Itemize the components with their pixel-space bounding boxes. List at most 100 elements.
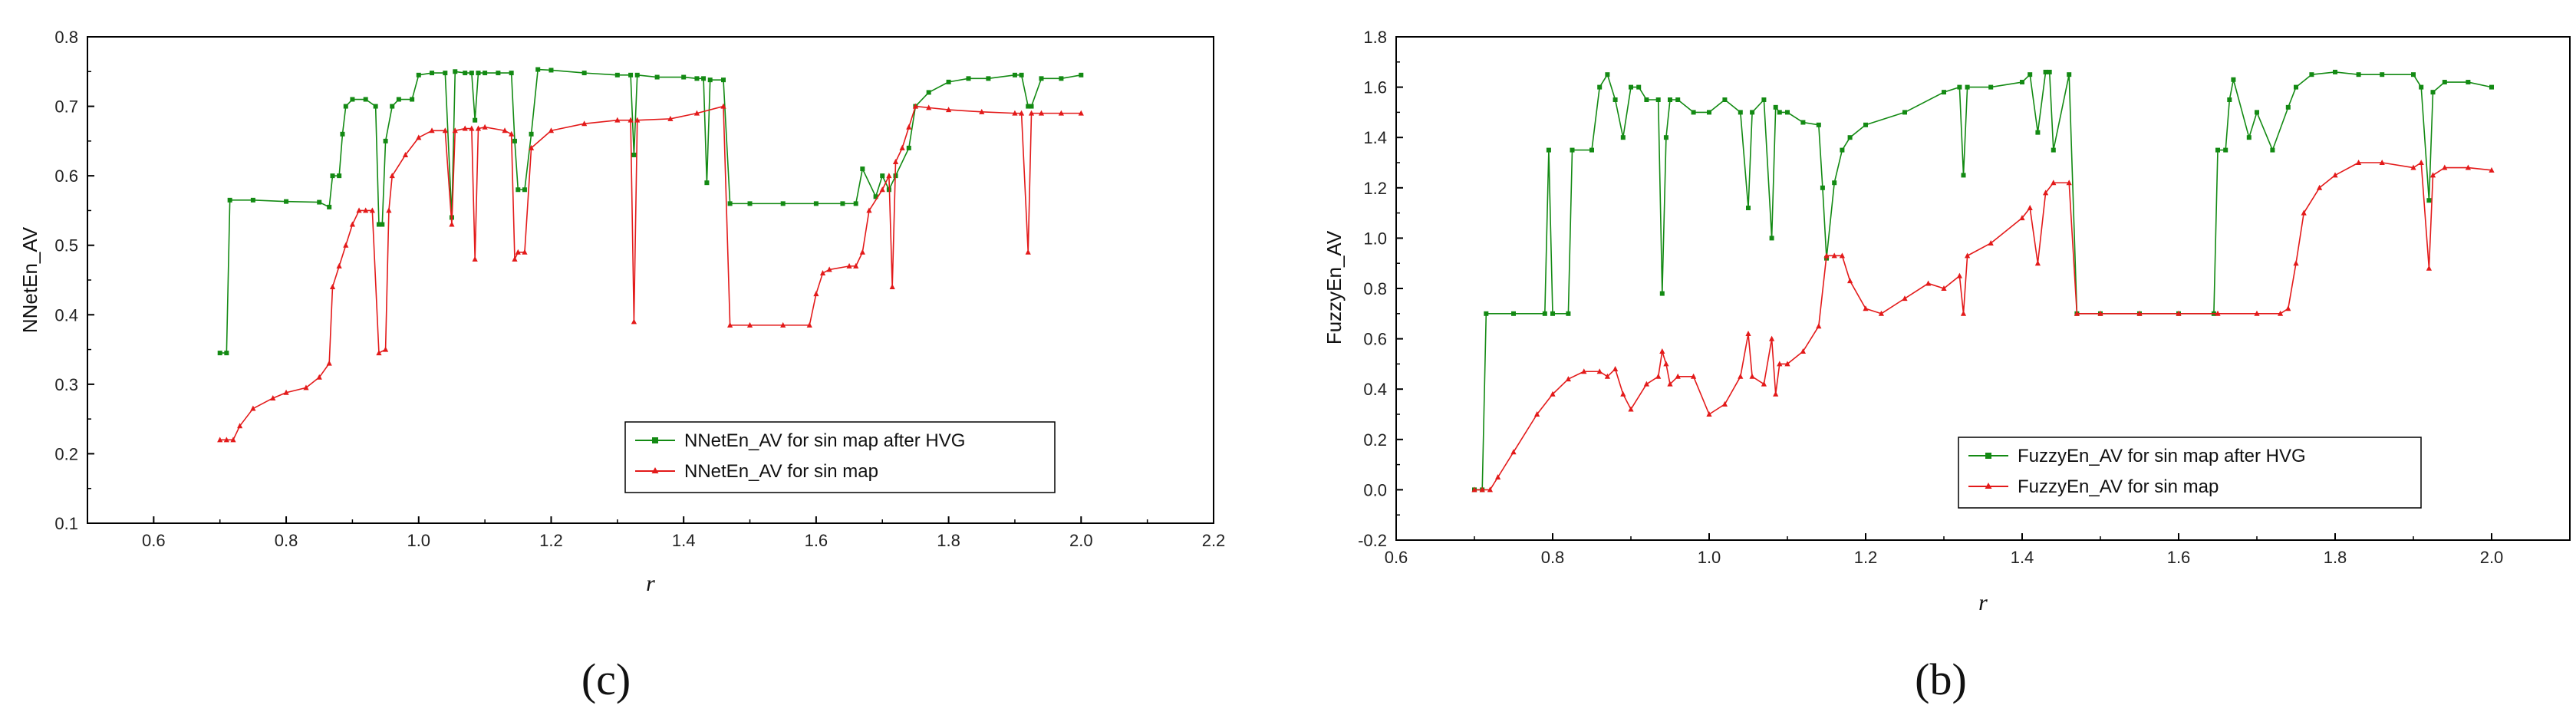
data-point bbox=[2246, 135, 2252, 140]
data-point bbox=[813, 291, 819, 297]
data-point bbox=[1941, 285, 1947, 291]
x-tick-label: 2.2 bbox=[1202, 531, 1226, 550]
data-point bbox=[2051, 180, 2057, 186]
data-point bbox=[1605, 72, 1610, 77]
data-point bbox=[1820, 185, 1825, 190]
data-point bbox=[1597, 84, 1603, 90]
data-point bbox=[1863, 305, 1869, 311]
data-point bbox=[886, 173, 892, 179]
data-point bbox=[2410, 164, 2416, 170]
data-point bbox=[1589, 147, 1594, 153]
data-point bbox=[453, 69, 458, 74]
data-point bbox=[509, 130, 515, 137]
data-point bbox=[1777, 361, 1783, 367]
data-point bbox=[1643, 381, 1649, 387]
data-point bbox=[1800, 348, 1806, 354]
data-point bbox=[873, 194, 878, 199]
series-line-red bbox=[219, 105, 1082, 441]
data-point bbox=[349, 221, 356, 227]
x-tick-label: 1.0 bbox=[1698, 548, 1721, 567]
data-point bbox=[879, 186, 885, 193]
data-point bbox=[1773, 391, 1779, 397]
data-point bbox=[1028, 110, 1035, 116]
data-point bbox=[217, 351, 222, 356]
data-point bbox=[330, 173, 335, 179]
data-point bbox=[2332, 172, 2338, 178]
data-point bbox=[1746, 206, 1751, 211]
data-point bbox=[1785, 110, 1790, 115]
data-point bbox=[780, 321, 786, 328]
data-point bbox=[1534, 411, 1540, 417]
chart-panel-c: 0.6 0.8 1.0 1.2 1.4 1.6 1.8 2.0 2.2 0.1 0.2 0.3 0.4… bbox=[18, 28, 1225, 704]
data-point bbox=[1965, 252, 1971, 259]
data-point bbox=[945, 107, 952, 113]
data-point bbox=[694, 76, 700, 81]
data-point bbox=[1831, 252, 1837, 259]
data-point bbox=[704, 180, 710, 186]
data-point bbox=[1511, 311, 1516, 316]
data-point bbox=[1668, 97, 1672, 102]
data-point bbox=[396, 97, 401, 102]
data-point bbox=[1777, 110, 1782, 115]
data-point bbox=[1012, 72, 1017, 77]
data-point bbox=[343, 242, 349, 248]
data-point bbox=[390, 104, 395, 109]
data-point bbox=[581, 71, 587, 76]
data-point bbox=[316, 374, 322, 380]
data-point bbox=[429, 127, 435, 133]
data-point bbox=[1832, 180, 1837, 186]
data-point bbox=[693, 110, 700, 116]
data-point bbox=[548, 68, 554, 73]
data-point bbox=[1612, 97, 1618, 102]
data-point bbox=[475, 125, 482, 131]
y-tick-label: 0.8 bbox=[54, 28, 78, 47]
data-point bbox=[614, 72, 620, 77]
y-tick-label: 0.2 bbox=[54, 444, 78, 463]
data-point bbox=[1644, 97, 1649, 102]
data-point bbox=[2419, 84, 2424, 90]
data-point bbox=[1816, 122, 1821, 127]
x-tick-label: 1.6 bbox=[805, 531, 828, 550]
data-point bbox=[442, 127, 448, 133]
plot-c-x-ticks: 0.6 0.8 1.0 1.2 1.4 1.6 1.8 2.0 2.2 bbox=[142, 516, 1225, 550]
data-point bbox=[840, 201, 845, 206]
data-point bbox=[250, 197, 255, 203]
data-point bbox=[2333, 69, 2337, 74]
data-point bbox=[1878, 310, 1884, 316]
data-point bbox=[2043, 69, 2048, 74]
data-point bbox=[2047, 69, 2052, 74]
data-point bbox=[631, 318, 637, 325]
data-point bbox=[363, 97, 368, 102]
data-point bbox=[1550, 311, 1555, 316]
data-point bbox=[1078, 110, 1084, 116]
data-point bbox=[720, 77, 726, 83]
data-point bbox=[1773, 104, 1778, 110]
data-point bbox=[1965, 84, 1970, 90]
data-point bbox=[327, 204, 332, 209]
data-point bbox=[1925, 280, 1932, 286]
data-point bbox=[2489, 84, 2494, 90]
data-point bbox=[2043, 189, 2049, 196]
caption-b: (b) bbox=[1915, 654, 1967, 704]
data-point bbox=[2019, 215, 2025, 221]
x-tick-label: 0.6 bbox=[1385, 548, 1408, 567]
data-point bbox=[1667, 381, 1673, 387]
data-point bbox=[2418, 160, 2424, 165]
y-tick-label: 1.2 bbox=[1363, 179, 1387, 198]
data-point bbox=[496, 71, 501, 76]
data-point bbox=[469, 71, 474, 76]
data-point bbox=[926, 90, 931, 95]
y-tick-label: 0.1 bbox=[54, 514, 78, 533]
data-point bbox=[906, 145, 911, 150]
data-point bbox=[1629, 84, 1633, 90]
data-point bbox=[1655, 373, 1662, 379]
x-tick-label: 1.8 bbox=[2324, 548, 2347, 567]
data-point bbox=[2294, 84, 2298, 90]
data-point bbox=[443, 71, 448, 76]
data-point bbox=[1839, 252, 1845, 259]
data-point bbox=[899, 144, 905, 150]
data-point bbox=[1675, 97, 1681, 102]
data-point bbox=[2379, 160, 2385, 165]
data-point bbox=[1961, 173, 1966, 178]
data-point bbox=[1659, 291, 1665, 296]
